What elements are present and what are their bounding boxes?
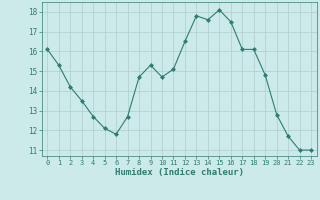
X-axis label: Humidex (Indice chaleur): Humidex (Indice chaleur) xyxy=(115,168,244,177)
